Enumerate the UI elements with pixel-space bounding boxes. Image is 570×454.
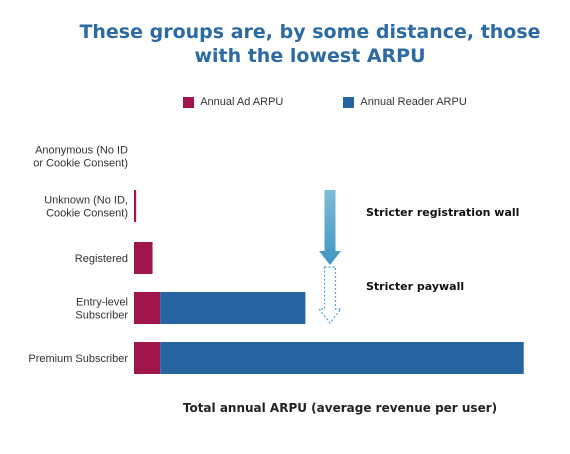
chart-title: These groups are, by some distance, thos… xyxy=(79,21,541,67)
category-label-1-line-0: Unknown (No ID, xyxy=(44,195,128,207)
arrow-dashed-paywall xyxy=(317,266,343,324)
x-axis-label: Total annual ARPU (average revenue per u… xyxy=(182,401,498,415)
bar-ad-arpu-2 xyxy=(134,242,153,274)
category-label-1: Unknown (No ID, Cookie Consent) xyxy=(44,195,128,220)
category-label-3-line-1: Subscriber xyxy=(75,310,128,322)
category-label-2: Registered xyxy=(75,253,128,265)
category-labels: Anonymous (No ID or Cookie Consent) Unknow… xyxy=(28,145,128,366)
bar-reader-arpu-4 xyxy=(160,342,524,374)
category-label-0-line-0: Anonymous (No ID xyxy=(35,145,128,157)
legend-entry-ad-arpu: Annual Ad ARPU xyxy=(103,96,283,108)
category-label-4-line-0: Premium Subscriber xyxy=(28,353,128,365)
category-label-0: Anonymous (No ID or Cookie Consent) xyxy=(33,145,128,170)
category-label-3: Entry-level Subscriber xyxy=(75,297,128,322)
category-label-1-line-1: Cookie Consent) xyxy=(46,208,128,220)
legend: Annual Ad ARPU Annual Reader ARPU xyxy=(0,96,570,108)
category-label-0-line-1: or Cookie Consent) xyxy=(33,158,128,170)
annotation-0: Stricter registration wall xyxy=(366,206,519,219)
annotation-1: Stricter paywall xyxy=(366,280,464,293)
legend-label-ad-arpu: Annual Ad ARPU xyxy=(200,96,284,108)
bars xyxy=(134,190,524,374)
legend-entry-reader-arpu: Annual Reader ARPU xyxy=(303,96,467,108)
category-label-2-line-0: Registered xyxy=(75,253,128,265)
legend-swatch-reader-arpu xyxy=(343,96,355,108)
arrow-solid-registration xyxy=(319,190,341,265)
bar-ad-arpu-4 xyxy=(134,342,161,374)
legend-label-reader-arpu: Annual Reader ARPU xyxy=(360,96,467,108)
bar-ad-arpu-1 xyxy=(134,190,137,222)
bar-reader-arpu-3 xyxy=(160,292,306,324)
bar-ad-arpu-3 xyxy=(134,292,161,324)
category-label-3-line-0: Entry-level xyxy=(76,297,128,309)
annotations: Stricter registration wall Stricter paywa… xyxy=(317,190,519,324)
legend-swatch-ad-arpu xyxy=(183,96,195,108)
category-label-4: Premium Subscriber xyxy=(28,353,128,365)
